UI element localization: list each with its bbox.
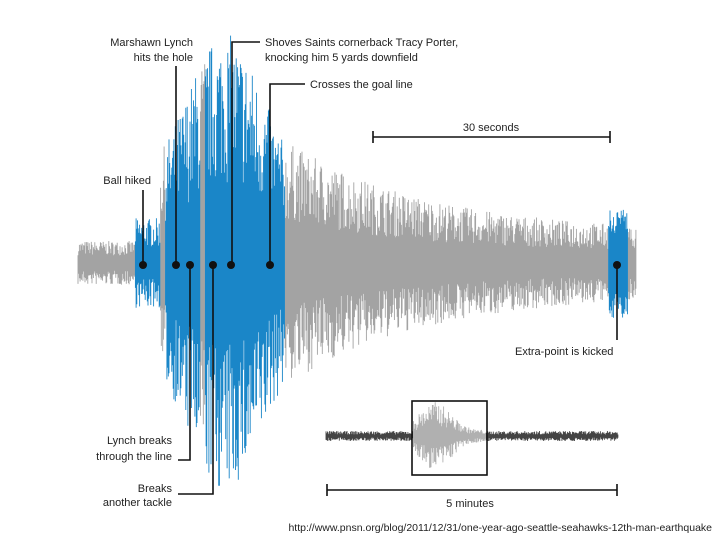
wave-trace — [77, 64, 637, 425]
annotation: Marshawn Lynch — [110, 37, 193, 49]
event-dots — [139, 261, 621, 269]
annotation: knocking him 5 yards downfield — [265, 52, 418, 64]
annotation: Shoves Saints cornerback Tracy Porter, — [265, 37, 458, 49]
scale-bracket — [372, 131, 611, 143]
event-dot — [227, 261, 235, 269]
event-dot — [139, 261, 147, 269]
wave-trace — [325, 431, 619, 441]
event-dot — [209, 261, 217, 269]
scale-bracket — [326, 484, 618, 496]
event-dot — [613, 261, 621, 269]
scale-label: 5 minutes — [446, 498, 494, 510]
annotation: Ball hiked — [103, 175, 151, 187]
waveform — [77, 35, 637, 486]
leader-line — [269, 83, 305, 265]
leader-line — [178, 265, 191, 461]
inset-box — [411, 400, 488, 476]
annotation: Lynch breaks — [107, 435, 173, 447]
event-dot — [266, 261, 274, 269]
annotation: Crosses the goal line — [310, 79, 413, 91]
annotation: through the line — [96, 451, 172, 463]
event-dot — [186, 261, 194, 269]
scale-label: 30 seconds — [463, 122, 520, 134]
annotation: another tackle — [103, 497, 172, 509]
wave-trace — [413, 402, 487, 468]
inset-waveform — [325, 402, 619, 468]
annotation: Breaks — [138, 483, 173, 495]
event-dot — [172, 261, 180, 269]
source-url: http://www.pnsn.org/blog/2011/12/31/one-… — [288, 522, 712, 534]
annotation: hits the hole — [134, 52, 193, 64]
annotation: Extra-point is kicked — [515, 346, 613, 358]
leader-line — [231, 41, 260, 265]
leader-line — [178, 265, 214, 495]
